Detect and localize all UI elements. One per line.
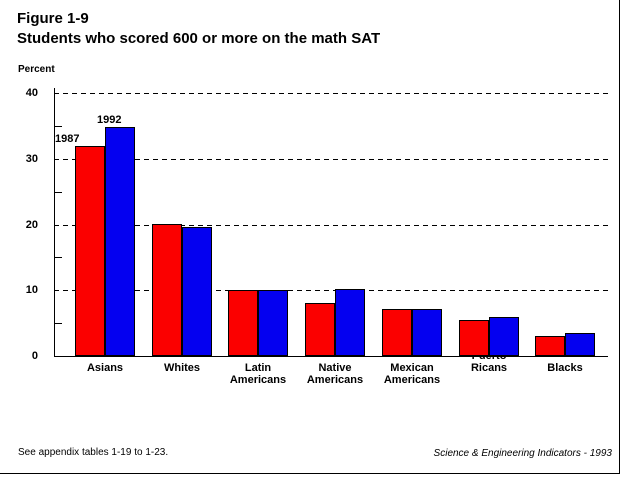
bar-1992 (412, 309, 442, 356)
category-label-native-americans: Native Americans (306, 362, 364, 386)
figure-number: Figure 1-9 (17, 10, 89, 27)
y-minor-tick-35 (54, 126, 62, 127)
category-label-asians: Asians (86, 362, 124, 374)
series-label-1992: 1992 (97, 114, 122, 126)
y-tick-label-40: 40 (25, 87, 38, 99)
bar-1992 (258, 290, 288, 356)
y-minor-tick-5 (54, 323, 62, 324)
bar-group-mexican-americans: Mexican Americans (382, 93, 442, 386)
category-label-whites: Whites (163, 362, 201, 374)
category-label-mexican-americans: Mexican Americans (383, 362, 441, 386)
gridline-40 (54, 93, 608, 94)
bar-1992 (565, 333, 595, 356)
source-attribution: Science & Engineering Indicators - 1993 (433, 448, 612, 459)
bar-1987 (152, 224, 182, 356)
gridline-30 (54, 159, 608, 160)
bar-group-puerto-ricans: PuertoRicans (459, 93, 519, 374)
bar-1987 (382, 309, 412, 356)
bar-1992 (489, 317, 519, 356)
y-tick-label-0: 0 (31, 350, 38, 362)
bar-group-latin-americans: Latin Americans (228, 93, 288, 386)
bar-1992 (182, 227, 212, 356)
gridline-10 (54, 290, 608, 291)
bar-1987 (75, 146, 105, 356)
clipped-label-line: Puerto (439, 357, 539, 362)
y-tick-label-30: 30 (25, 153, 38, 165)
y-tick-label-10: 10 (25, 284, 38, 296)
y-axis-title: Percent (18, 64, 55, 75)
bar-1987 (228, 290, 258, 356)
series-label-1987: 1987 (55, 133, 80, 145)
gridline-20 (54, 225, 608, 226)
appendix-note: See appendix tables 1-19 to 1-23. (18, 447, 169, 458)
category-label-latin-americans: Latin Americans (229, 362, 287, 386)
y-tick-label-20: 20 (25, 219, 38, 231)
plot-area: 0 10 20 30 40 1987 1992 Asians Whites Latin Americ… (26, 87, 608, 386)
bar-1992 (105, 127, 135, 356)
bar-1987 (305, 303, 335, 356)
bar-1987 (459, 320, 489, 356)
y-minor-tick-15 (54, 257, 62, 258)
bar-group-native-americans: Native Americans (305, 93, 365, 386)
figure-title: Students who scored 600 or more on the m… (17, 30, 381, 47)
bar-1992 (335, 289, 365, 356)
y-axis-line (54, 88, 55, 356)
bar-1987 (535, 336, 565, 356)
category-label-puerto-ricans: PuertoRicans (439, 357, 539, 374)
bar-group-asians: 1987 1992 Asians (55, 93, 135, 374)
category-label-blacks: Blacks (547, 362, 583, 374)
bar-group-whites: Whites (152, 93, 212, 374)
y-minor-tick-25 (54, 192, 62, 193)
bar-group-blacks: Blacks (535, 93, 595, 374)
